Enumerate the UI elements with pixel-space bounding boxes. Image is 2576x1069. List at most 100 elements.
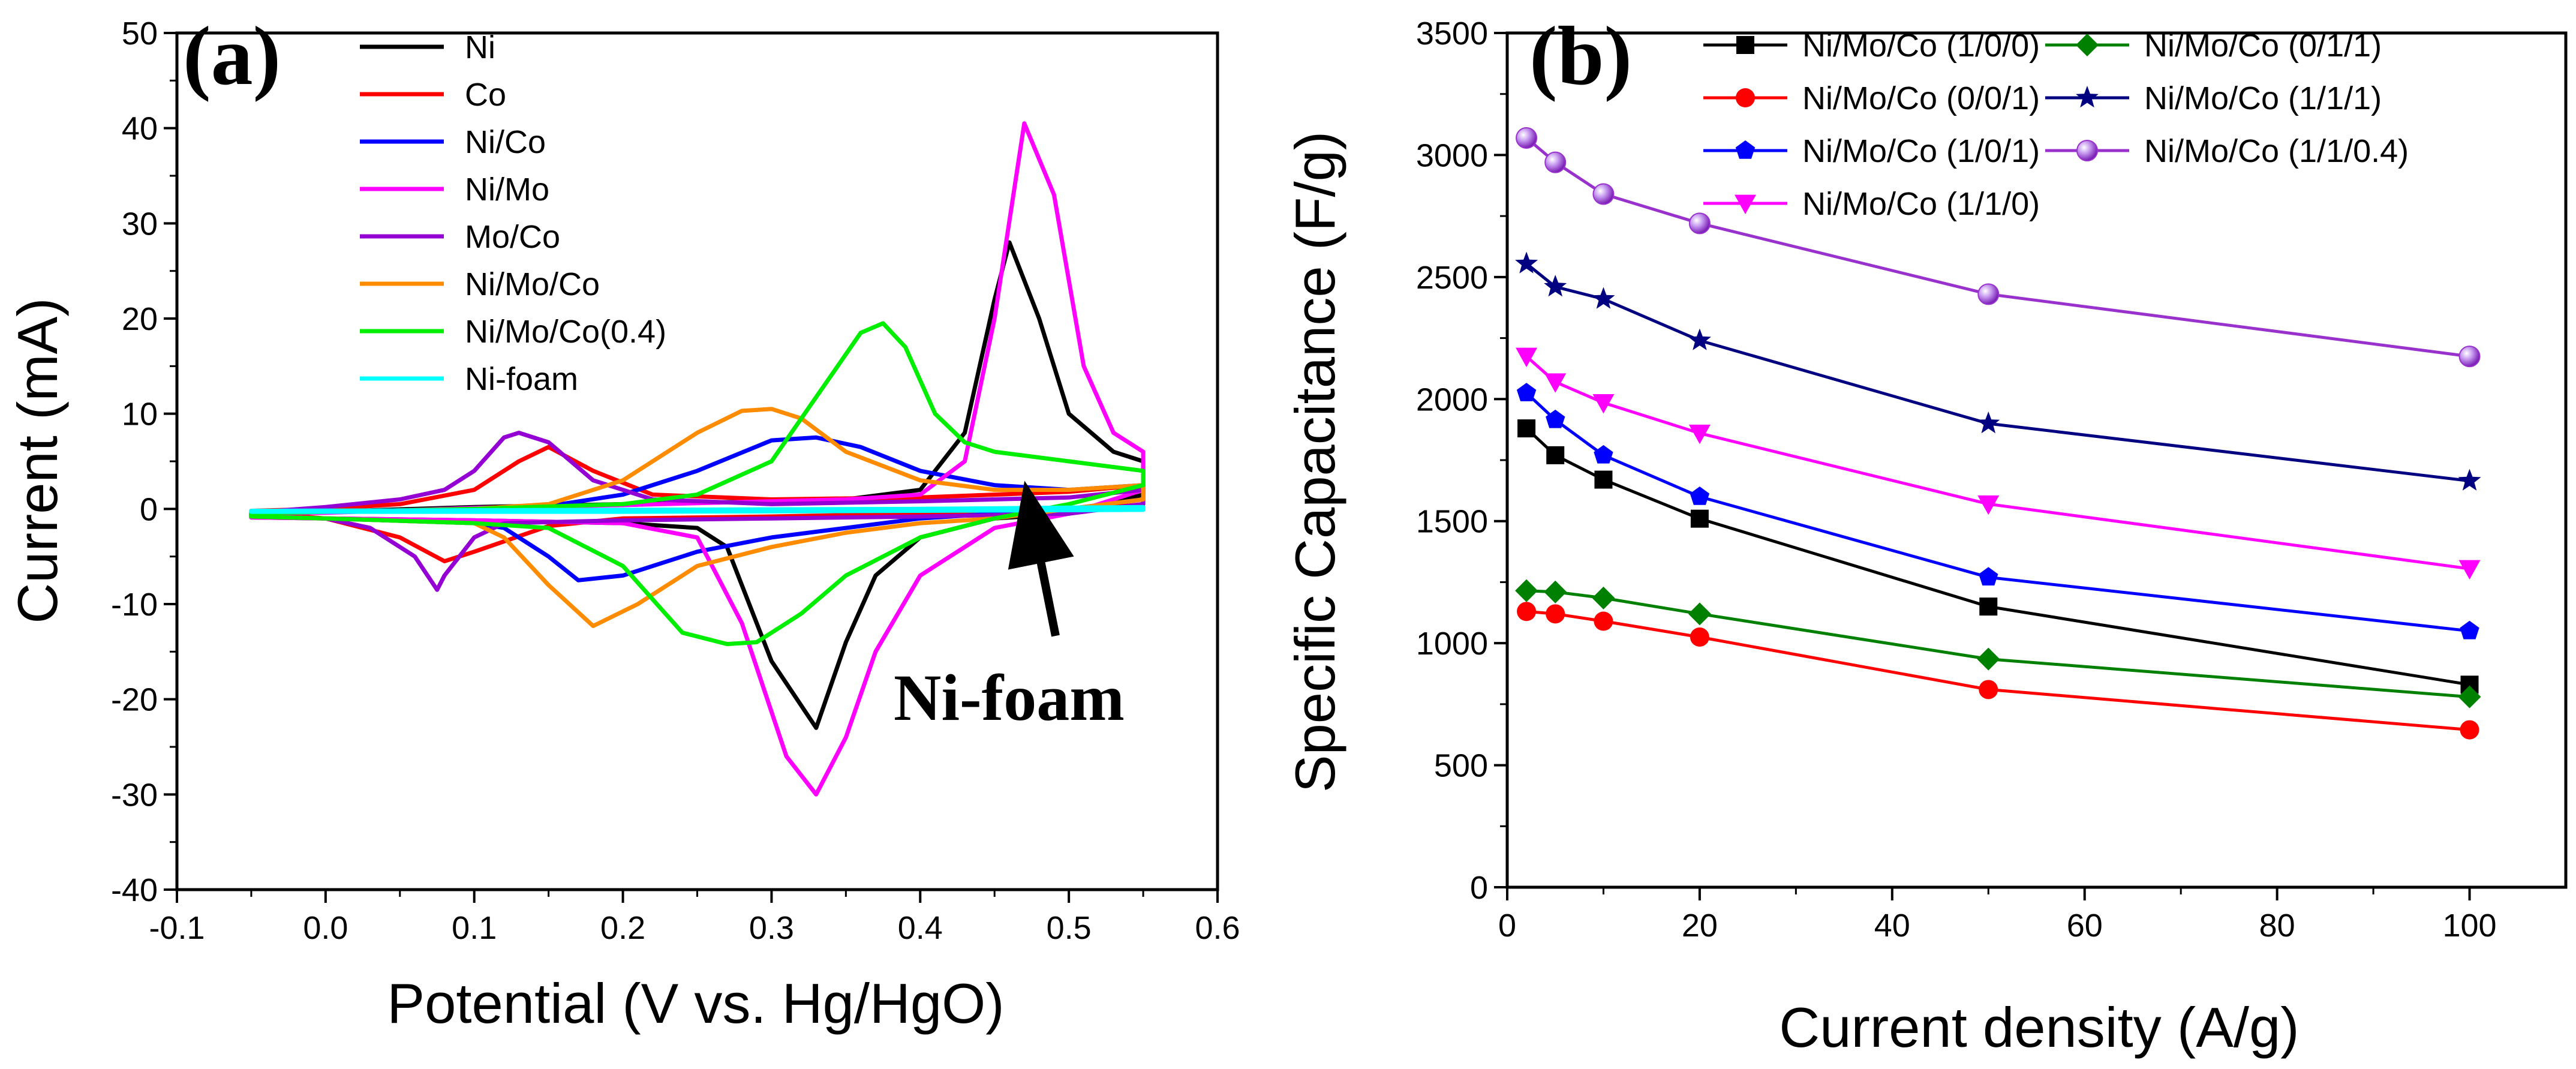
data-point-ni-mo-co-1-1-0-4: [1977, 283, 2000, 305]
panel-a-y-tick-label: 30: [122, 206, 158, 242]
data-point-ni-mo-co-1-1-0-4: [1516, 127, 1538, 149]
data-point-ni-mo-co-0-0-1: [1546, 604, 1565, 624]
panel-b-x-tick-label: 40: [1874, 908, 1910, 944]
data-point-ni-mo-co-1-0-0: [1979, 597, 1998, 616]
ni-foam-arrow: [1008, 481, 1074, 637]
data-point-ni-mo-co-1-1-1: [1977, 412, 2000, 434]
data-point-ni-mo-co-1-0-1: [1979, 567, 1998, 585]
legend-marker-ni-mo-co-1-0-0: [1736, 36, 1754, 54]
data-point-ni-mo-co-0-0-1: [1594, 611, 1613, 631]
data-point-ni-mo-co-0-1-1: [1592, 586, 1615, 609]
legend-label-ni-mo-co-1-1-1: Ni/Mo/Co (1/1/1): [2144, 80, 2382, 116]
panel-b-y-tick-label: 1500: [1416, 504, 1488, 540]
series-ni-mo-co-1-1-0: [1516, 347, 2481, 580]
panel-a-y-tick-label: 40: [122, 111, 158, 147]
data-point-ni-mo-co-1-0-1: [1516, 383, 1537, 401]
panel-a-cv-chart: -0.1 0.0 0.1 0.2 0.3 0.4 0.5 0.6 -40 -30 -20 -10 0 10…: [6, 10, 1240, 1035]
data-point-ni-mo-co-1-1-0-4: [2458, 346, 2481, 368]
panel-a-label: (a): [183, 10, 281, 103]
series-line-ni-mo-co-1-0-0: [1525, 427, 2470, 686]
legend-label-ni-mo-co-1-1-0-4: Ni/Mo/Co (1/1/0.4): [2144, 133, 2409, 169]
panel-a-y-tick-label: -40: [111, 872, 158, 908]
legend-label-ni-mo-co-1-0-1: Ni/Mo/Co (1/0/1): [1802, 133, 2040, 169]
data-point-ni-mo-co-1-1-0-4: [1592, 183, 1615, 205]
data-point-ni-mo-co-0-1-1: [1515, 579, 1538, 602]
legend-label-ni-foam: Ni-foam: [465, 361, 578, 397]
legend-label-ni-mo-co: Ni/Mo/Co: [465, 266, 600, 302]
data-point-ni-mo-co-0-0-1: [1517, 602, 1537, 621]
panel-b-y-tick-label: 0: [1470, 870, 1488, 906]
panel-b-x-tick-label: 80: [2259, 908, 2295, 944]
legend-label-co: Co: [465, 77, 506, 113]
series-line-ni-foam: [249, 505, 1146, 514]
panel-a-y-tick-label: -20: [111, 682, 158, 718]
legend-marker-ni-mo-co-1-1-0: [1735, 194, 1756, 214]
panel-a-ticks: -0.1 0.0 0.1 0.2 0.3 0.4 0.5 0.6 -40 -30 -20 -10 0 10…: [111, 16, 1240, 946]
series-ni-mo-co-1-1-1: [1515, 251, 2481, 491]
data-point-ni-mo-co-1-0-0: [1594, 470, 1613, 489]
panel-b-y-tick-label: 500: [1434, 748, 1488, 784]
legend-label-ni-mo-co-1-0-0: Ni/Mo/Co (1/0/0): [1802, 28, 2040, 64]
panel-a-x-tick-label: 0.6: [1195, 910, 1240, 946]
panel-b-capacitance-chart: 0 20 40 60 80 1000500100015002000250030003500…: [1284, 10, 2568, 1059]
legend-marker-ni-mo-co-1-1-0-4: [2076, 140, 2098, 161]
data-point-ni-mo-co-1-0-1: [1546, 409, 1565, 428]
panel-b-y-tick-label: 2000: [1416, 382, 1488, 418]
legend-marker-ni-mo-co-1-1-1: [2076, 86, 2099, 108]
panel-a-x-tick-label: 0.1: [452, 910, 497, 946]
panel-b-y-tick-label: 3500: [1416, 16, 1488, 52]
data-point-ni-mo-co-1-0-0: [1546, 446, 1565, 464]
data-point-ni-mo-co-1-1-0: [1516, 347, 1538, 368]
panel-a-x-tick-label: 0.2: [600, 910, 645, 946]
data-point-ni-mo-co-0-0-1: [2460, 720, 2479, 740]
data-point-ni-mo-co-1-0-1: [1594, 445, 1613, 464]
panel-b-x-tick-label: 100: [2442, 908, 2496, 944]
series-line-ni-mo-co-0-4: [249, 321, 1146, 647]
panel-a-x-tick-label: 0.4: [898, 910, 943, 946]
series-line-ni-mo-co-0-0-1: [1526, 609, 2470, 732]
panel-b-y-tick-label: 2500: [1416, 260, 1488, 296]
data-point-ni-mo-co-1-1-0-4: [1688, 212, 1711, 235]
series-line-ni-mo-co: [249, 407, 1146, 628]
data-point-ni-mo-co-1-1-1: [1544, 275, 1567, 297]
data-point-ni-mo-co-0-1-1: [1977, 647, 2000, 671]
data-point-ni-mo-co-1-0-1: [1690, 487, 1710, 505]
legend-label-ni: Ni: [465, 29, 495, 65]
data-point-ni-mo-co-0-0-1: [1979, 680, 1998, 699]
panel-b-label: (b): [1529, 10, 1632, 103]
panel-a-y-tick-label: 20: [122, 301, 158, 337]
panel-b-x-axis-title: Current density (A/g): [1779, 996, 2299, 1059]
series-ni-mo-co-0-0-1: [1517, 602, 2479, 740]
panel-a-series: [249, 121, 1146, 797]
legend-marker-ni-mo-co-0-1-1: [2076, 34, 2099, 56]
ni-foam-annotation: Ni-foam: [894, 481, 1125, 734]
series-ni-mo-co-1-1-0-4: [1516, 127, 2481, 368]
data-point-ni-mo-co-1-0-0: [1517, 419, 1536, 438]
panel-b-y-tick-label: 1000: [1416, 626, 1488, 662]
legend-label-ni-co: Ni/Co: [465, 124, 546, 160]
panel-b-x-tick-label: 60: [2067, 908, 2103, 944]
panel-a-legend: Ni Co Ni/Co Ni/Mo Mo/Co Ni/Mo/Co Ni/Mo/Co(0.4)…: [360, 29, 666, 397]
panel-b-y-axis-title: Specific Capacitance (F/g): [1284, 131, 1346, 792]
legend-label-ni-mo-co-0-1-1: Ni/Mo/Co (0/1/1): [2144, 28, 2382, 64]
data-point-ni-mo-co-0-0-1: [1690, 627, 1709, 647]
data-point-ni-mo-co-1-1-1: [1592, 287, 1615, 309]
series-ni-mo-co-1-0-1: [1516, 383, 2479, 639]
panel-a-x-axis-title: Potential (V vs. Hg/HgO): [387, 972, 1004, 1035]
panel-b-series: [1515, 127, 2481, 740]
panel-a-y-tick-label: -30: [111, 777, 158, 813]
panel-b-x-tick-label: 20: [1682, 908, 1718, 944]
legend-label-ni-mo: Ni/Mo: [465, 172, 549, 208]
series-line-ni-mo-co-1-1-0-4: [1525, 136, 2470, 358]
panel-a-x-tick-label: 0.3: [749, 910, 794, 946]
data-point-ni-mo-co-1-1-1: [2458, 469, 2481, 491]
data-point-ni-mo-co-1-1-0-4: [1544, 151, 1567, 173]
series-ni-mo-co-0-1-1: [1515, 579, 2481, 708]
legend-label-ni-mo-co-1-1-0: Ni/Mo/Co (1/1/0): [1802, 186, 2040, 222]
legend-label-mo-co: Mo/Co: [465, 219, 560, 255]
data-point-ni-mo-co-1-1-0: [1592, 394, 1615, 414]
legend-label-ni-mo-co-0-4: Ni/Mo/Co(0.4): [465, 314, 666, 350]
data-point-ni-mo-co-1-1-1: [1515, 251, 1538, 274]
data-point-ni-mo-co-1-0-0: [1690, 509, 1709, 528]
